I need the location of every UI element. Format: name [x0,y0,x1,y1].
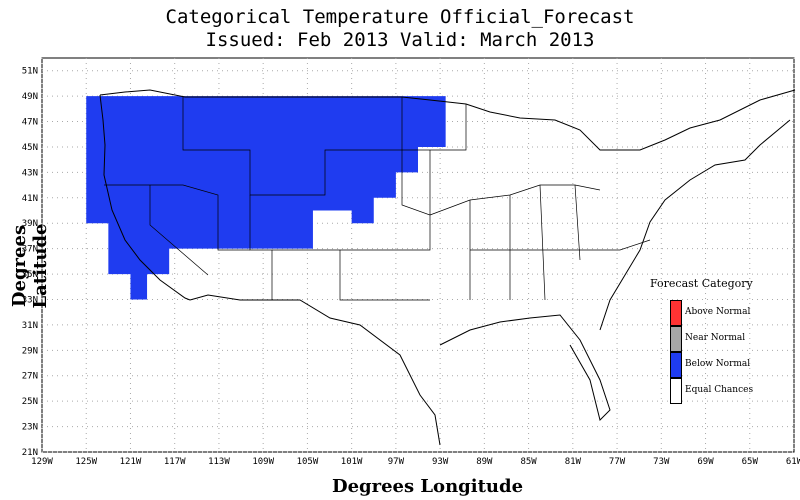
y-tick-label: 43N [22,168,38,178]
legend-label: Near Normal [685,333,746,343]
x-tick-label: 77W [609,457,626,467]
y-tick-label: 29N [22,346,38,356]
x-tick-label: 129W [31,457,53,467]
y-tick-label: 47N [22,118,38,128]
y-tick-label: 31N [22,321,38,331]
x-tick-label: 85W [520,457,537,467]
x-tick-label: 65W [742,457,759,467]
y-tick-label: 25N [22,397,38,407]
legend-label: Below Normal [685,359,751,369]
y-axis-label: Degrees Latitude [9,223,51,309]
us-outline [99,89,796,446]
x-tick-label: 125W [75,457,97,467]
legend-swatch-above-normal [670,300,682,326]
legend-title: Forecast Category [650,277,753,290]
legend-swatch-near-normal [670,326,682,352]
y-tick-label: 51N [22,67,38,77]
x-tick-label: 105W [297,457,319,467]
x-tick-label: 81W [565,457,582,467]
y-tick-label: 49N [22,92,38,102]
x-axis-label: Degrees Longitude [331,476,524,497]
x-tick-label: 109W [252,457,274,467]
legend-label: Above Normal [685,307,751,317]
map-title-line1: Categorical Temperature Official_Forecas… [165,6,635,28]
x-tick-label: 61W [786,457,800,467]
x-tick-label: 73W [653,457,670,467]
y-tick-label: 41N [22,194,38,204]
x-tick-label: 117W [164,457,186,467]
map-title-line2: Issued: Feb 2013 Valid: March 2013 [205,29,595,51]
x-tick-label: 69W [697,457,714,467]
y-tick-label: 45N [22,143,38,153]
x-tick-label: 101W [341,457,363,467]
x-tick-labels: 129W 125W 121W 117W 113W 109W 105W 101W 97W 93W 89… [31,457,800,467]
legend-swatch-equal-chances [670,378,682,404]
legend-swatch-below-normal [670,352,682,378]
x-tick-label: 93W [432,457,449,467]
y-tick-label: 27N [22,372,38,382]
y-tick-label: 33N [22,295,38,305]
y-tick-label: 37N [22,245,38,255]
x-tick-label: 113W [208,457,230,467]
x-tick-label: 97W [388,457,405,467]
forecast-regions [86,96,446,300]
region-below-normal [86,96,446,300]
x-tick-label: 121W [120,457,142,467]
legend-label: Equal Chances [685,385,754,395]
y-tick-label: 35N [22,270,38,280]
y-tick-label: 23N [22,423,38,433]
x-tick-label: 89W [476,457,493,467]
y-tick-labels: 21N 23N 25N 27N 29N 31N 33N 35N 37N 39N 41N 43N 45N 4… [22,67,38,458]
y-tick-label: 21N [22,448,38,458]
y-tick-label: 39N [22,219,38,229]
